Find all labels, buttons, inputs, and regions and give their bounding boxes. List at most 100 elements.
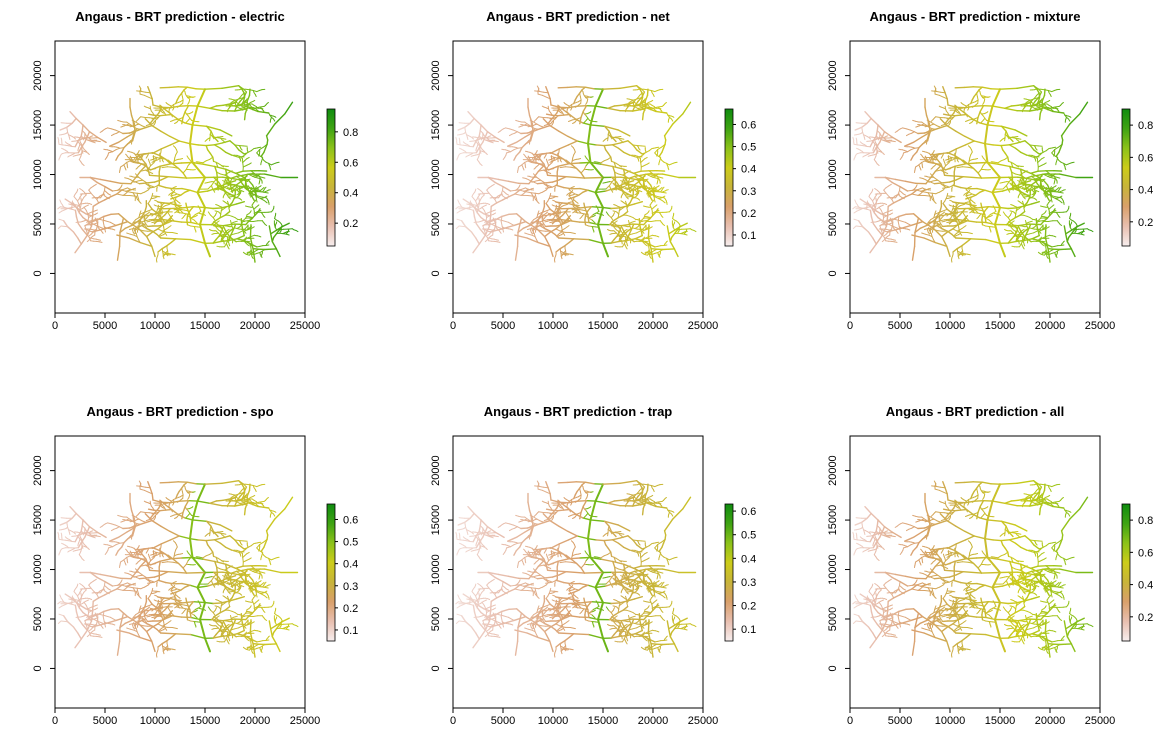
stream-segment	[575, 167, 582, 174]
stream-segment	[601, 214, 604, 216]
stream-segment	[648, 148, 653, 152]
stream-segment	[91, 205, 94, 217]
stream-segment	[202, 163, 216, 168]
stream-segment	[672, 116, 675, 118]
stream-segment	[502, 185, 512, 192]
stream-segment	[603, 144, 614, 147]
stream-segment	[632, 220, 636, 223]
stream-segment	[546, 152, 551, 154]
stream-segment	[186, 155, 189, 159]
stream-segment	[510, 228, 514, 231]
stream-segment	[633, 174, 642, 178]
stream-segment	[161, 244, 168, 250]
stream-segment	[117, 119, 122, 122]
stream-segment	[475, 237, 480, 245]
stream-segment	[645, 150, 650, 154]
legend-tick-label: 0.6	[741, 119, 756, 131]
stream-segment	[88, 233, 92, 237]
stream-segment	[641, 112, 644, 121]
stream-segment	[594, 176, 604, 194]
stream-segment	[206, 148, 212, 155]
stream-segment	[498, 230, 502, 234]
x-tick-label: 0	[450, 320, 456, 332]
stream-segment	[273, 232, 278, 239]
stream-segment	[617, 129, 631, 137]
stream-segment	[202, 160, 207, 164]
stream-segment	[150, 168, 157, 171]
stream-segment	[150, 172, 154, 174]
stream-segment	[473, 139, 479, 142]
stream-segment	[656, 235, 660, 238]
stream-segment	[265, 123, 276, 137]
stream-segment	[263, 215, 266, 218]
stream-segment	[139, 201, 142, 204]
stream-segment	[245, 205, 248, 207]
stream-segment	[210, 130, 215, 138]
stream-segment	[164, 232, 168, 236]
stream-segment	[133, 162, 139, 164]
stream-segment	[527, 155, 530, 159]
stream-segment	[168, 135, 180, 142]
stream-segment	[594, 105, 609, 110]
stream-segment	[228, 244, 231, 247]
stream-segment	[239, 85, 244, 90]
stream-segment	[153, 123, 155, 126]
stream-segment	[475, 222, 482, 231]
legend-tick-label: 0.5	[741, 142, 756, 154]
stream-segment	[256, 110, 264, 113]
stream-segment	[549, 124, 560, 132]
y-axis: 0 5000 10000 15000 20000	[430, 60, 453, 276]
stream-segment	[222, 103, 231, 107]
stream-segment	[267, 211, 273, 213]
stream-segment	[567, 140, 578, 146]
stream-segment	[90, 192, 95, 197]
stream-segment	[981, 86, 992, 90]
stream-segment	[111, 133, 115, 137]
stream-segment	[151, 245, 156, 258]
stream-segment	[460, 219, 467, 228]
stream-segment	[633, 170, 642, 175]
stream-segment	[546, 174, 567, 178]
stream-segment	[80, 129, 84, 138]
stream-segment	[260, 151, 265, 157]
stream-segment	[515, 119, 520, 122]
stream-segment	[458, 122, 466, 124]
stream-segment	[940, 124, 944, 127]
stream-segment	[610, 156, 613, 163]
stream-segment	[543, 214, 550, 217]
y-tick-label: 15000	[32, 110, 44, 141]
stream-segment	[145, 214, 152, 217]
stream-segment	[60, 122, 68, 124]
stream-segment	[195, 214, 198, 217]
stream-segment	[652, 94, 655, 97]
stream-segment	[252, 90, 258, 93]
stream-segment	[572, 186, 575, 188]
stream-segment	[143, 94, 149, 98]
stream-segment	[261, 187, 265, 190]
stream-segment	[650, 247, 658, 250]
stream-segment	[170, 119, 175, 122]
stream-segment	[1040, 98, 1043, 101]
stream-segment	[571, 208, 577, 211]
stream-segment	[151, 151, 161, 157]
stream-segment	[115, 129, 120, 133]
stream-segment	[240, 190, 242, 194]
stream-segment	[1035, 104, 1040, 106]
stream-segment	[197, 144, 207, 147]
stream-segment	[235, 200, 246, 205]
stream-segment	[538, 90, 545, 93]
stream-segment	[222, 200, 225, 203]
stream-segment	[236, 100, 241, 107]
stream-segment	[180, 191, 186, 196]
stream-segment	[629, 215, 634, 219]
stream-segment	[241, 88, 245, 94]
stream-segment	[665, 211, 671, 213]
stream-segment	[108, 141, 120, 147]
stream-segment	[488, 141, 494, 144]
stream-segment	[172, 253, 176, 256]
stream-segment	[969, 122, 972, 124]
stream-segment	[536, 176, 542, 181]
stream-segment	[488, 223, 493, 226]
stream-segment	[546, 218, 553, 221]
stream-segment	[182, 169, 187, 174]
